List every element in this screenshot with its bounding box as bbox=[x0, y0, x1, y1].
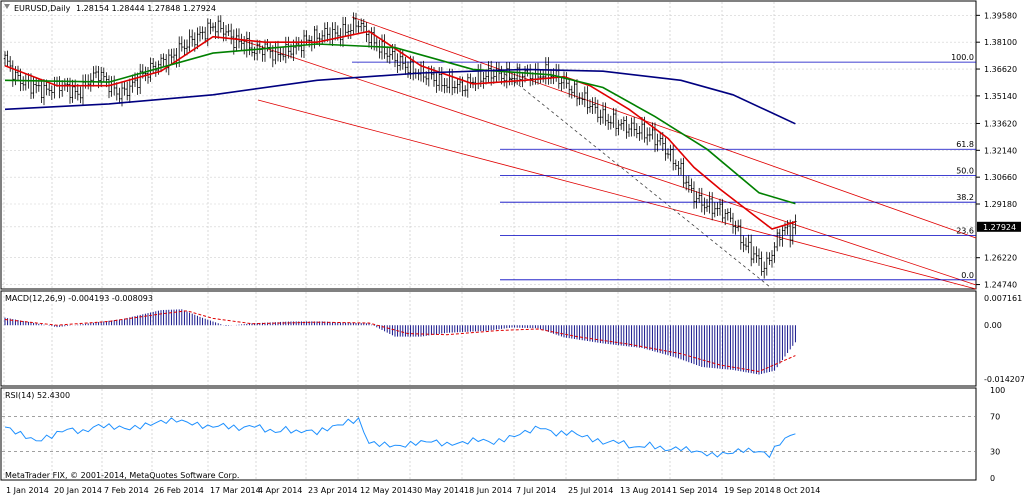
axis-labels: 1 Jan 2014 20 Jan 2014 7 Feb 2014 26 Feb 20… bbox=[6, 11, 1024, 495]
y-tick-label: 1.36620 bbox=[984, 65, 1017, 74]
ma-line-slow bbox=[4, 68, 796, 125]
rsi-y-tick-label: 0 bbox=[990, 474, 995, 483]
x-tick-label: 13 Aug 2014 bbox=[620, 486, 671, 495]
x-tick-label: 18 Jun 2014 bbox=[464, 486, 512, 495]
fib-level-label: 0.0 bbox=[961, 271, 974, 280]
fib-level-label: 50.0 bbox=[956, 167, 974, 176]
x-tick-label: 19 Sep 2014 bbox=[724, 486, 775, 495]
rsi-y-tick-label: 70 bbox=[990, 412, 1000, 421]
x-tick-label: 23 Apr 2014 bbox=[308, 486, 357, 495]
x-tick-label: 7 Jul 2014 bbox=[516, 486, 556, 495]
macd-signal-line bbox=[4, 310, 796, 373]
overlay-layer: 100.0 61.8 50.0 38.2 23.6 0.0 bbox=[234, 16, 977, 290]
x-tick-label: 12 May 2014 bbox=[360, 486, 412, 495]
rsi-line bbox=[4, 416, 796, 459]
fib-level-label: 100.0 bbox=[951, 53, 974, 62]
y-tick-label: 1.26220 bbox=[984, 254, 1017, 263]
y-tick-label: 1.32140 bbox=[984, 146, 1017, 155]
macd-y-tick-label: -0.014207 bbox=[984, 375, 1024, 384]
y-tick-label: 1.24740 bbox=[984, 281, 1017, 290]
x-tick-label: 30 May 2014 bbox=[412, 486, 464, 495]
moving-averages bbox=[4, 30, 796, 230]
channel-line bbox=[351, 16, 977, 239]
y-tick-label: 1.30660 bbox=[984, 173, 1017, 182]
macd-y-tick-label: 0.007161 bbox=[984, 294, 1022, 303]
copyright-text: MetaTrader FIX, © 2001-2014, MetaQuotes … bbox=[5, 471, 239, 480]
current-price-box bbox=[977, 221, 1021, 232]
x-tick-label: 26 Feb 2014 bbox=[154, 486, 204, 495]
x-tick-label: 7 Feb 2014 bbox=[104, 486, 149, 495]
rsi-plot bbox=[2, 415, 975, 459]
rsi-y-tick-label: 30 bbox=[990, 448, 1000, 457]
ma-line-mid bbox=[4, 43, 796, 205]
symbol-label: EURUSD,Daily bbox=[14, 4, 71, 13]
rsi-label: RSI(14) 52.4300 bbox=[5, 391, 70, 400]
x-tick-label: 8 Oct 2014 bbox=[776, 486, 820, 495]
channel-line bbox=[257, 99, 977, 290]
y-tick-label: 1.29180 bbox=[984, 200, 1017, 209]
x-tick-label: 17 Mar 2014 bbox=[210, 486, 261, 495]
rsi-y-tick-label: 100 bbox=[990, 386, 1005, 395]
fib-level-label: 61.8 bbox=[956, 140, 974, 149]
macd-label: MACD(12,26,9) -0.004193 -0.008093 bbox=[5, 294, 153, 303]
y-tick-label: 1.35140 bbox=[984, 92, 1017, 101]
chart-shift-marker-icon[interactable] bbox=[4, 4, 10, 9]
x-tick-label: 20 Jan 2014 bbox=[54, 486, 102, 495]
trend-dashed-line bbox=[499, 69, 771, 288]
ohlc-readout: 1.28154 1.28444 1.27848 1.27924 bbox=[76, 4, 216, 13]
channel-line bbox=[234, 37, 977, 286]
x-tick-label: 1 Jan 2014 bbox=[6, 486, 49, 495]
price-panel-frame bbox=[0, 0, 977, 290]
macd-y-tick-label: 0.00 bbox=[984, 321, 1002, 330]
y-tick-label: 1.33620 bbox=[984, 119, 1017, 128]
x-tick-label: 25 Jul 2014 bbox=[568, 486, 613, 495]
x-tick-label: 1 Sep 2014 bbox=[672, 486, 718, 495]
y-tick-label: 1.38100 bbox=[984, 38, 1017, 47]
fib-level-label: 38.2 bbox=[956, 193, 974, 202]
current-price-label: 1.27924 bbox=[983, 223, 1016, 232]
macd-plot bbox=[4, 309, 796, 375]
fib-level-label: 23.6 bbox=[956, 226, 974, 235]
y-tick-label: 1.39580 bbox=[984, 11, 1017, 20]
x-tick-label: 4 Apr 2014 bbox=[258, 486, 302, 495]
rsi-panel-frame bbox=[0, 387, 977, 481]
grid-layer bbox=[2, 2, 975, 479]
macd-panel-frame bbox=[0, 290, 977, 387]
